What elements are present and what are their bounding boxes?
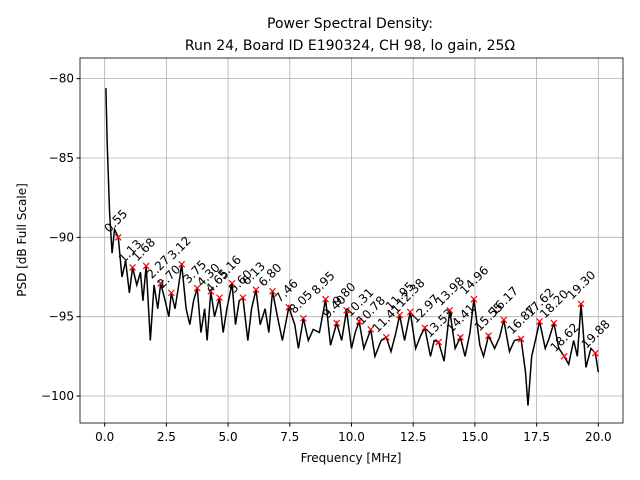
- peak-marker: [299, 314, 307, 322]
- peak-marker: [382, 333, 390, 341]
- x-tick-label: 17.5: [523, 430, 550, 444]
- peak-marker: [333, 319, 341, 327]
- peak-marker: [239, 294, 247, 302]
- peak-marker: [560, 352, 568, 360]
- peak-marker: [396, 311, 404, 319]
- peak-marker: [406, 308, 414, 316]
- x-axis-label: Frequency [MHz]: [301, 451, 402, 465]
- peak-marker: [114, 233, 122, 241]
- y-tick-label: −90: [49, 230, 74, 244]
- x-tick-label: 20.0: [585, 430, 612, 444]
- x-tick-label: 0.0: [95, 430, 114, 444]
- peak-marker: [228, 279, 236, 287]
- x-tick-label: 7.5: [280, 430, 299, 444]
- chart-subtitle: Run 24, Board ID E190324, CH 98, lo gain…: [185, 38, 515, 54]
- y-tick-label: −85: [49, 151, 74, 165]
- peak-marker: [550, 319, 558, 327]
- peak-marker: [343, 306, 350, 314]
- peak-marker: [216, 294, 223, 302]
- peak-marker: [193, 284, 201, 292]
- peak-marker: [421, 324, 429, 332]
- peak-marker: [456, 333, 464, 341]
- x-tick-label: 12.5: [400, 430, 427, 444]
- peak-marker: [178, 260, 186, 268]
- peak-marker: [142, 262, 150, 270]
- peak-marker: [577, 300, 585, 308]
- peak-marker: [536, 318, 543, 325]
- peak-marker: [591, 349, 599, 357]
- peak-marker: [157, 279, 165, 287]
- peak-marker: [285, 303, 293, 311]
- y-tick-label: −95: [49, 310, 74, 324]
- peak-marker: [485, 332, 492, 340]
- plot-frame: [79, 57, 624, 424]
- peak-marker: [355, 318, 363, 325]
- y-tick-label: −100: [41, 389, 74, 403]
- peak-marker: [500, 316, 508, 324]
- x-tick-label: 10.0: [338, 430, 365, 444]
- peak-marker: [252, 286, 260, 294]
- peak-marker: [129, 264, 136, 271]
- peak-marker: [435, 338, 443, 346]
- peak-marker: [367, 325, 375, 333]
- peak-marker: [207, 287, 215, 295]
- psd-line: [105, 88, 600, 406]
- x-tick-label: 2.5: [157, 430, 176, 444]
- peak-marker: [446, 306, 454, 314]
- chart-title: Power Spectral Density:: [267, 16, 433, 32]
- peak-marker: [322, 295, 330, 303]
- y-tick-label: −80: [49, 72, 74, 86]
- x-tick-label: 5.0: [219, 430, 238, 444]
- x-tick-label: 15.0: [462, 430, 489, 444]
- peak-marker: [517, 335, 525, 343]
- y-axis-label: PSD [dB Full Scale]: [15, 183, 29, 297]
- peak-marker: [470, 295, 478, 303]
- peak-marker: [167, 289, 175, 297]
- peak-marker: [269, 287, 276, 295]
